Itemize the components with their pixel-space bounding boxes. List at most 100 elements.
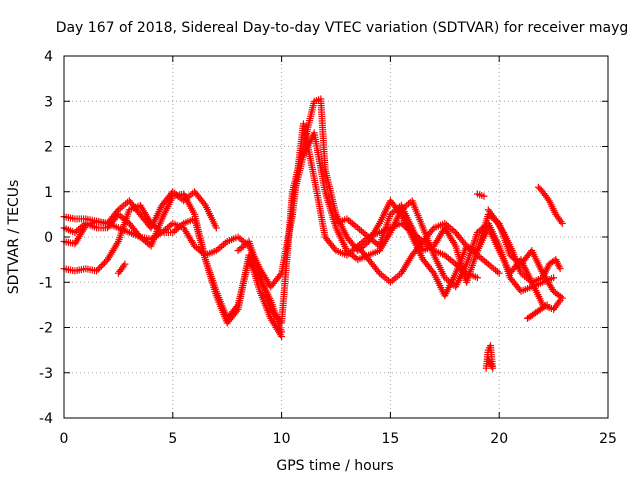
data-point-markers [223, 234, 240, 245]
data-point-markers [419, 256, 437, 275]
data-point-markers [430, 269, 448, 298]
data-point-markers [441, 251, 458, 267]
data-point-markers [60, 224, 77, 236]
data-point-markers [550, 287, 565, 301]
data-point-markers [114, 262, 128, 277]
data-point-markers [376, 230, 393, 255]
data-point-markers [317, 95, 329, 171]
data-point-markers [473, 213, 492, 255]
x-tick-label: 15 [381, 431, 399, 447]
data-point-markers [376, 213, 394, 250]
y-tick-label: 3 [44, 94, 53, 110]
data-point-marker [480, 192, 488, 200]
series-sat-f [234, 95, 503, 327]
data-point-markers [484, 260, 501, 276]
y-tick-label: -3 [39, 366, 53, 382]
data-point-markers [441, 224, 459, 248]
grid-lines [64, 56, 608, 418]
data-point-markers [517, 269, 534, 285]
data-point-markers [485, 357, 497, 372]
data-point-markers [332, 247, 349, 258]
data-point-markers [71, 265, 88, 275]
data-point-markers [537, 302, 549, 313]
x-axis-title: GPS time / hours [276, 458, 393, 474]
data-point-markers [125, 197, 143, 217]
data-point-markers [552, 256, 563, 271]
data-point-markers [278, 190, 296, 327]
data-point-marker [495, 269, 503, 277]
data-point-markers [365, 256, 382, 275]
data-point-markers [256, 287, 274, 320]
series-sat-g [289, 129, 558, 295]
x-tick-label: 25 [599, 431, 617, 447]
data-point-markers [201, 201, 219, 230]
data-point-markers [463, 249, 481, 286]
y-tick-label: 4 [44, 49, 53, 65]
data-point-markers [332, 224, 350, 252]
data-point-marker [212, 224, 220, 232]
data-points [60, 95, 566, 372]
data-point-markers [125, 219, 143, 239]
data-point-markers [500, 229, 515, 253]
data-point-markers [343, 247, 360, 262]
data-point-markers [545, 197, 559, 216]
data-point-markers [147, 203, 165, 232]
y-tick-label: -1 [39, 275, 53, 291]
data-point-markers [473, 190, 486, 199]
data-point-markers [508, 247, 524, 275]
data-point-markers [147, 217, 165, 250]
y-tick-label: 1 [44, 185, 53, 201]
data-point-markers [114, 210, 131, 226]
data-point-markers [517, 284, 534, 295]
data-point-markers [82, 219, 98, 231]
series-sat-d [60, 190, 286, 341]
data-point-markers [267, 314, 284, 339]
series-sat-m [534, 183, 566, 227]
data-point-markers [463, 242, 479, 254]
y-axis-title: SDTVAR / TECUs [6, 180, 22, 295]
data-point-markers [506, 274, 524, 294]
data-point-markers [180, 224, 197, 248]
data-point-markers [223, 307, 241, 327]
data-point-markers [376, 199, 393, 227]
data-point-markers [376, 269, 393, 285]
data-point-markers [191, 188, 208, 208]
data-point-markers [60, 265, 77, 274]
axis-ticks: 0 5 10 15 20 25 -4 -3 -2 -1 0 1 2 3 4 [39, 49, 617, 447]
data-point-markers [484, 206, 497, 221]
data-point-markers [169, 221, 186, 236]
chart-title: Day 167 of 2018, Sidereal Day-to-day VTE… [56, 20, 629, 36]
data-point-markers [299, 99, 318, 150]
data-point-markers [136, 201, 154, 226]
data-point-markers [71, 221, 88, 236]
data-point-markers [484, 224, 502, 252]
series-sat-e [114, 260, 129, 277]
data-point-markers [245, 251, 263, 293]
data-point-markers [530, 307, 543, 318]
data-point-markers [310, 174, 329, 239]
data-point-markers [343, 215, 360, 230]
data-point-markers [430, 226, 448, 250]
data-point-markers [528, 275, 544, 286]
data-point-markers [524, 311, 536, 322]
data-point-markers [321, 233, 339, 253]
data-point-marker [558, 219, 566, 227]
data-point-markers [201, 256, 220, 298]
data-point-markers [441, 219, 458, 235]
data-point-marker [278, 333, 286, 341]
data-point-marker [556, 265, 564, 273]
series-sat-j [473, 190, 488, 200]
data-point-markers [71, 224, 89, 248]
data-point-markers [354, 224, 371, 239]
data-point-marker [484, 355, 492, 363]
data-point-markers [289, 154, 307, 205]
data-point-marker [550, 274, 558, 282]
y-tick-label: -4 [39, 411, 53, 427]
data-point-markers [104, 208, 121, 227]
data-point-markers [534, 183, 545, 194]
data-point-markers [491, 215, 506, 234]
data-point-marker [543, 301, 551, 309]
series-sat-h [332, 201, 564, 313]
data-point-marker [473, 274, 481, 282]
data-point-markers [180, 190, 197, 216]
